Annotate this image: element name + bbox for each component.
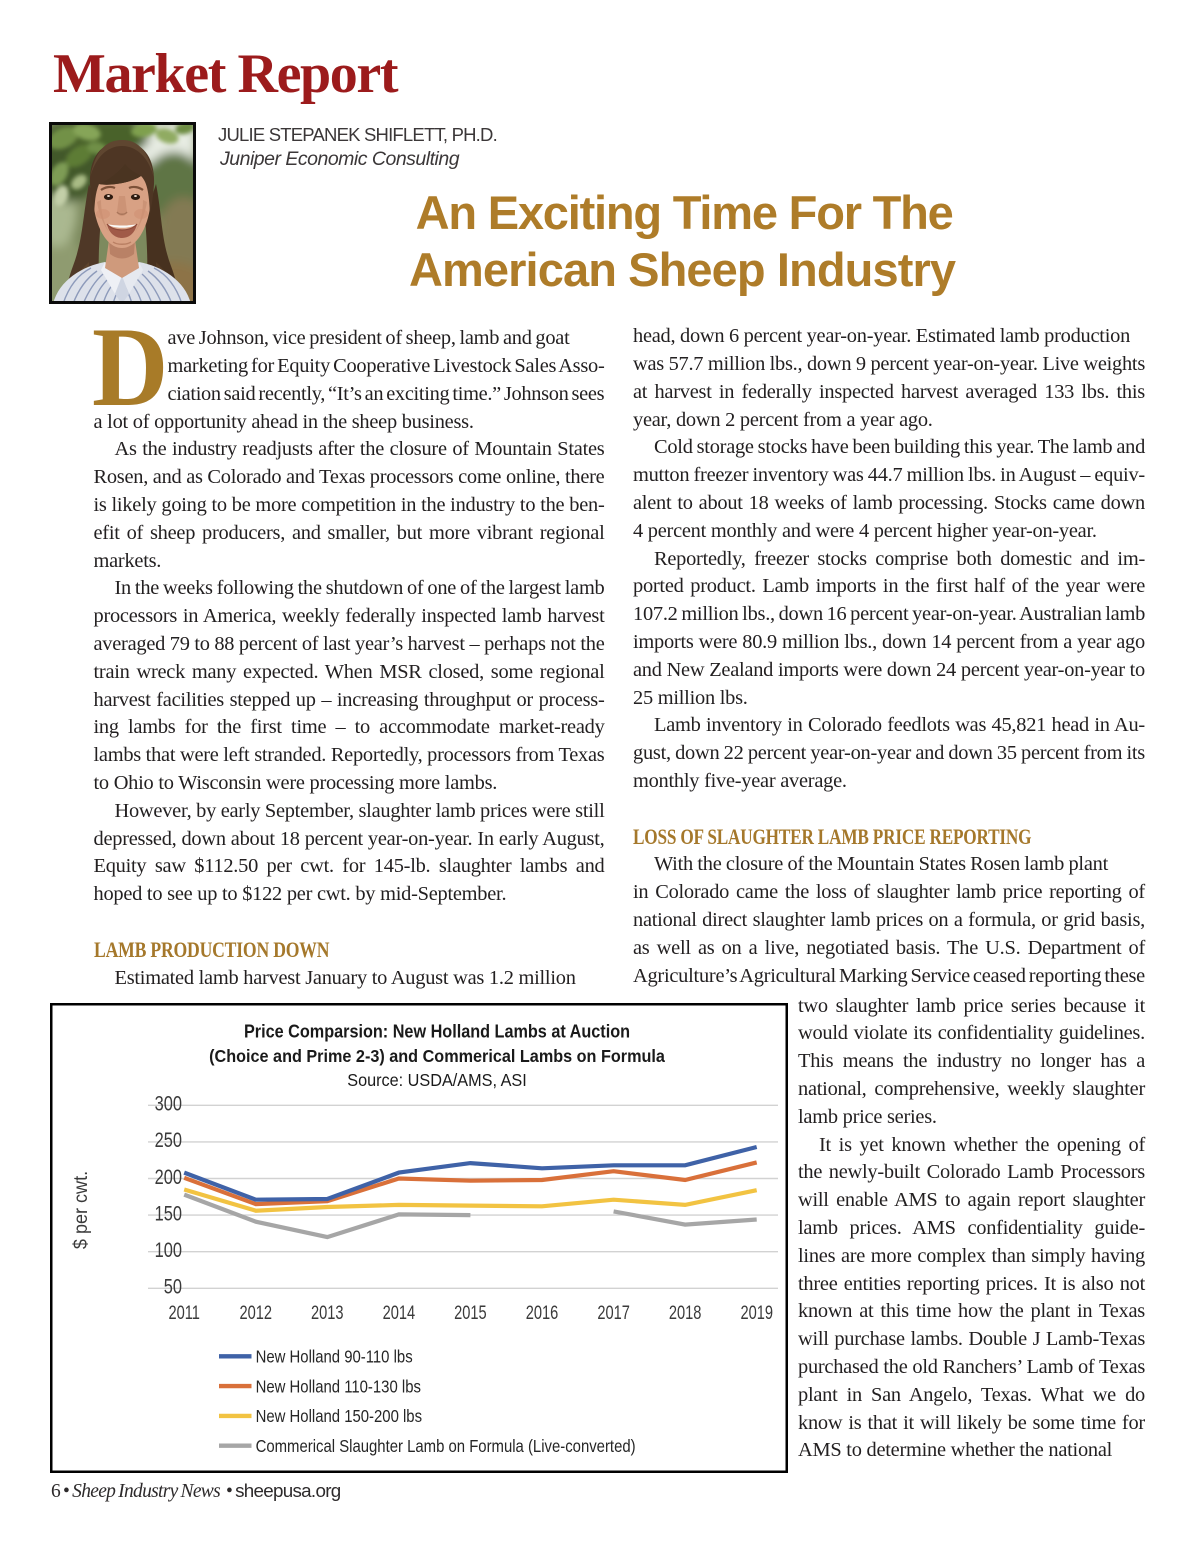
- svg-text:New Holland 110-130 lbs: New Holland 110-130 lbs: [256, 1376, 421, 1397]
- svg-text:100: 100: [155, 1238, 182, 1261]
- svg-text:2017: 2017: [597, 1302, 630, 1323]
- svg-text:2013: 2013: [311, 1302, 344, 1323]
- svg-text:New Holland 150-200 lbs: New Holland 150-200 lbs: [256, 1405, 422, 1426]
- svg-text:(Choice and Prime 2-3) and Com: (Choice and Prime 2-3) and Commerical La…: [209, 1045, 665, 1066]
- svg-text:300: 300: [155, 1091, 182, 1114]
- svg-text:Commerical Slaughter Lamb on F: Commerical Slaughter Lamb on Formula (Li…: [256, 1435, 636, 1456]
- svg-text:Price Comparsion: New Holland: Price Comparsion: New Holland Lambs at A…: [244, 1021, 630, 1042]
- svg-text:2015: 2015: [454, 1302, 487, 1323]
- svg-text:250: 250: [155, 1128, 182, 1151]
- svg-text:50: 50: [164, 1274, 182, 1297]
- svg-text:Source: USDA/AMS, ASI: Source: USDA/AMS, ASI: [347, 1069, 527, 1090]
- svg-text:2011: 2011: [168, 1302, 199, 1323]
- svg-text:150: 150: [155, 1201, 182, 1224]
- svg-text:2019: 2019: [740, 1302, 773, 1323]
- svg-text:200: 200: [155, 1165, 182, 1188]
- svg-text:2014: 2014: [383, 1302, 416, 1323]
- svg-text:2012: 2012: [240, 1302, 273, 1323]
- svg-text:New Holland 90-110 lbs: New Holland 90-110 lbs: [256, 1346, 413, 1367]
- svg-text:2016: 2016: [526, 1302, 559, 1323]
- svg-text:2018: 2018: [669, 1302, 702, 1323]
- svg-text:$ per cwt.: $ per cwt.: [70, 1171, 92, 1249]
